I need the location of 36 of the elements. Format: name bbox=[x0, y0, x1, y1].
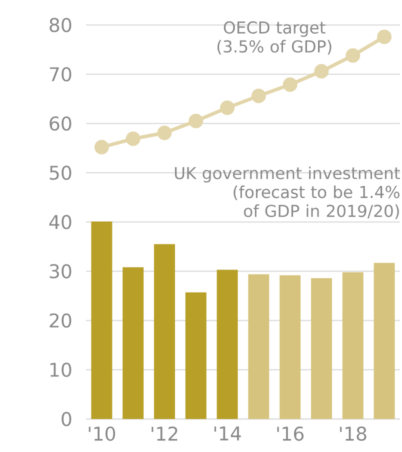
point bbox=[220, 100, 235, 115]
y-tick-label: 40 bbox=[49, 214, 72, 230]
bar bbox=[122, 267, 144, 419]
series-label: OECD target (3.5% of GDP) bbox=[217, 21, 332, 55]
bar bbox=[216, 270, 238, 419]
bar bbox=[374, 262, 395, 419]
point bbox=[157, 126, 172, 140]
bar bbox=[91, 222, 112, 419]
y-tick-label: 0 bbox=[62, 412, 72, 426]
y-tick-label: 60 bbox=[50, 116, 72, 131]
bar bbox=[185, 292, 206, 419]
y-tick-label: 50 bbox=[50, 166, 72, 180]
point bbox=[377, 30, 392, 44]
series-label: UK government investment (forecast to be 1.4% of GDP in 2019/20) bbox=[174, 166, 400, 220]
x-tick-label: '12 bbox=[152, 426, 178, 441]
point bbox=[282, 77, 298, 92]
bar bbox=[154, 244, 175, 419]
bar bbox=[342, 272, 364, 419]
y-tick-label: 10 bbox=[50, 362, 72, 377]
point bbox=[314, 64, 329, 79]
x-tick-label: '18 bbox=[340, 426, 366, 441]
y-tick-label: 30 bbox=[50, 264, 72, 278]
point bbox=[126, 132, 140, 146]
y-tick-label: 70 bbox=[50, 67, 72, 82]
point bbox=[251, 88, 266, 104]
y-tick-label: 20 bbox=[50, 313, 72, 328]
y-tick-label: 80 bbox=[50, 18, 72, 32]
point bbox=[94, 140, 109, 154]
x-tick-label: '16 bbox=[277, 426, 304, 441]
bar bbox=[248, 274, 270, 419]
x-tick-label: '10 bbox=[88, 426, 116, 441]
point bbox=[346, 48, 360, 63]
point bbox=[188, 114, 204, 128]
bar bbox=[280, 275, 301, 419]
x-tick-label: '14 bbox=[214, 426, 241, 440]
bar bbox=[311, 278, 332, 419]
